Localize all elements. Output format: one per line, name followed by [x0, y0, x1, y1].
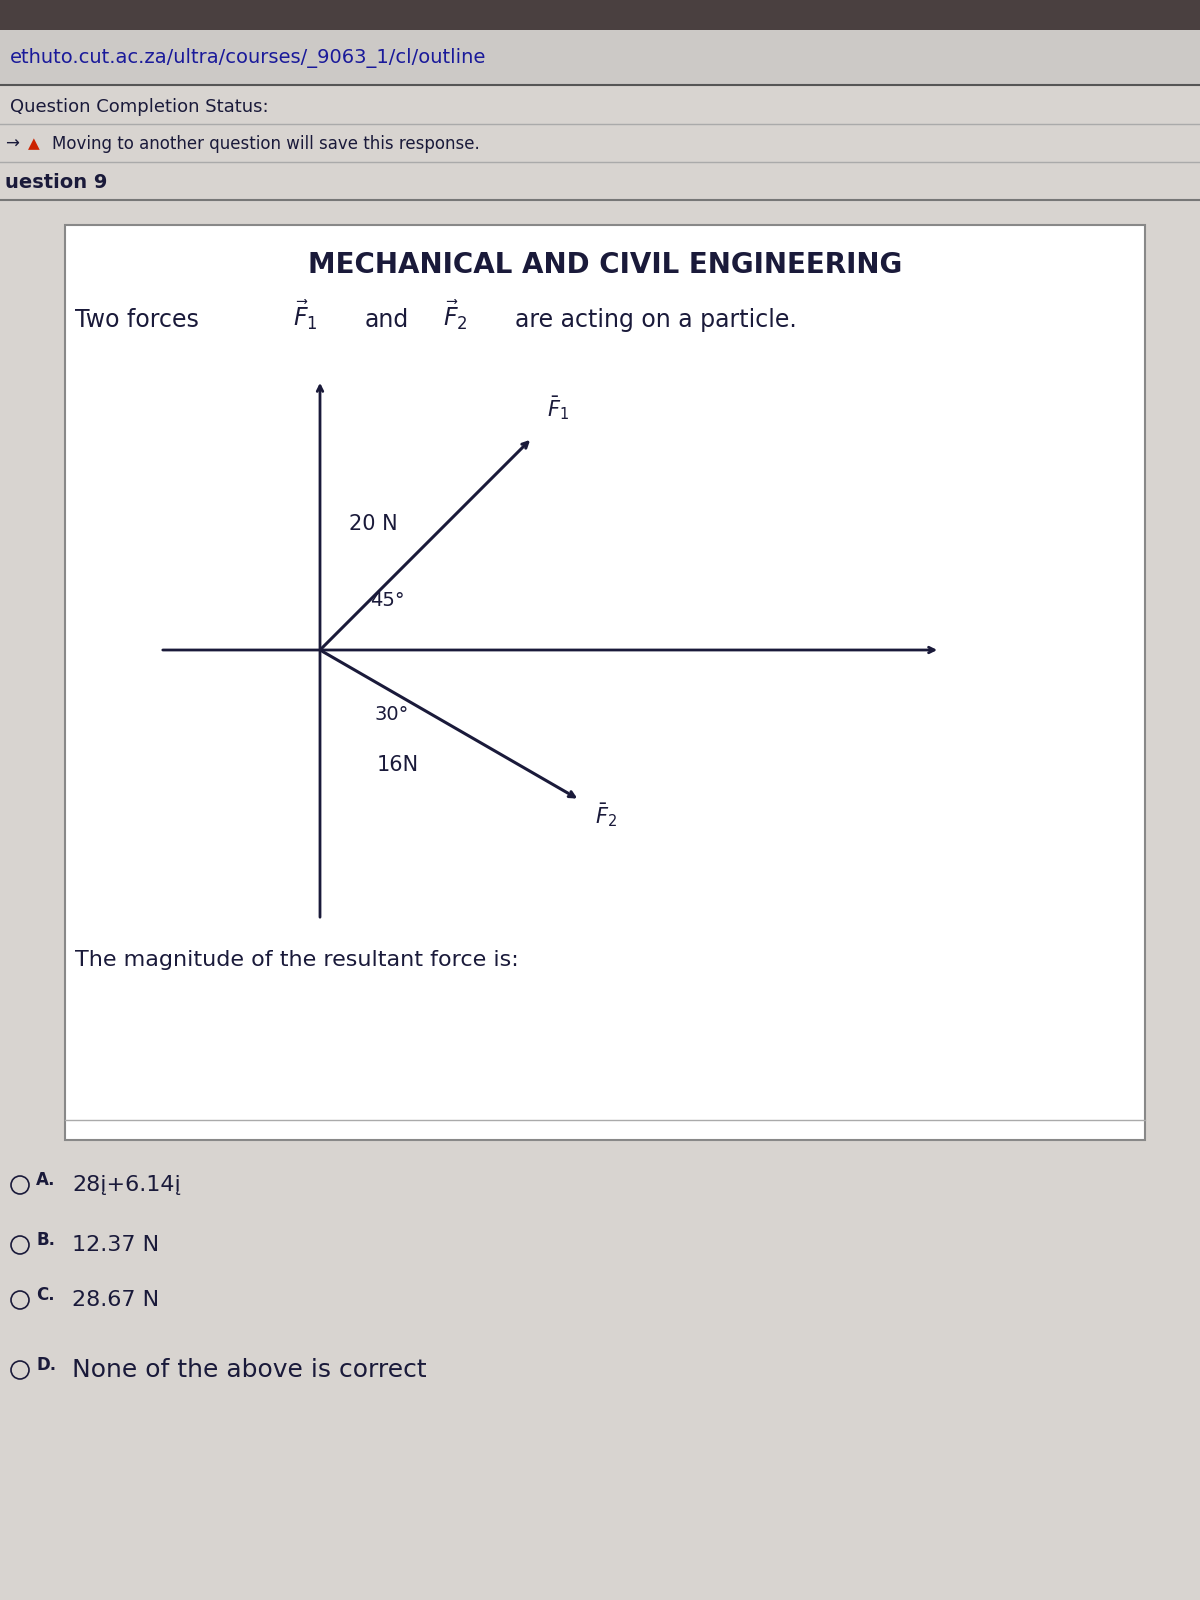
Text: Two forces: Two forces [74, 307, 199, 333]
Text: None of the above is correct: None of the above is correct [72, 1358, 427, 1382]
Text: D.: D. [36, 1357, 56, 1374]
Text: The magnitude of the resultant force is:: The magnitude of the resultant force is: [74, 950, 518, 970]
Text: $\bar{F}_2$: $\bar{F}_2$ [595, 802, 617, 829]
Text: $\bar{F}_1$: $\bar{F}_1$ [547, 394, 569, 422]
Text: 16N: 16N [377, 755, 419, 774]
Text: B.: B. [36, 1230, 55, 1250]
Text: $\vec{F}_2$: $\vec{F}_2$ [443, 298, 468, 331]
Text: A.: A. [36, 1171, 55, 1189]
Text: 28į+6.14į: 28į+6.14į [72, 1174, 181, 1195]
Text: 20 N: 20 N [349, 514, 397, 534]
Text: 28.67 N: 28.67 N [72, 1290, 160, 1310]
Text: ▲: ▲ [28, 136, 40, 152]
Text: 45°: 45° [370, 590, 404, 610]
Bar [65, 226, 1145, 1139]
Text: ethuto.cut.ac.za/ultra/courses/_9063_1/cl/outline: ethuto.cut.ac.za/ultra/courses/_9063_1/c… [10, 48, 486, 67]
Text: 30°: 30° [374, 706, 409, 725]
Text: are acting on a particle.: are acting on a particle. [515, 307, 797, 333]
Text: Question Completion Status:: Question Completion Status: [10, 98, 269, 117]
Text: MECHANICAL AND CIVIL ENGINEERING: MECHANICAL AND CIVIL ENGINEERING [308, 251, 902, 278]
Text: C.: C. [36, 1286, 55, 1304]
Text: Moving to another question will save this response.: Moving to another question will save thi… [52, 134, 480, 154]
Bar [0, 0, 1200, 30]
Text: and: and [365, 307, 409, 333]
Text: uestion 9: uestion 9 [5, 173, 107, 192]
Text: →: → [5, 134, 19, 154]
Text: 12.37 N: 12.37 N [72, 1235, 160, 1254]
Bar [0, 30, 1200, 85]
Text: $\vec{F}_1$: $\vec{F}_1$ [293, 298, 318, 331]
